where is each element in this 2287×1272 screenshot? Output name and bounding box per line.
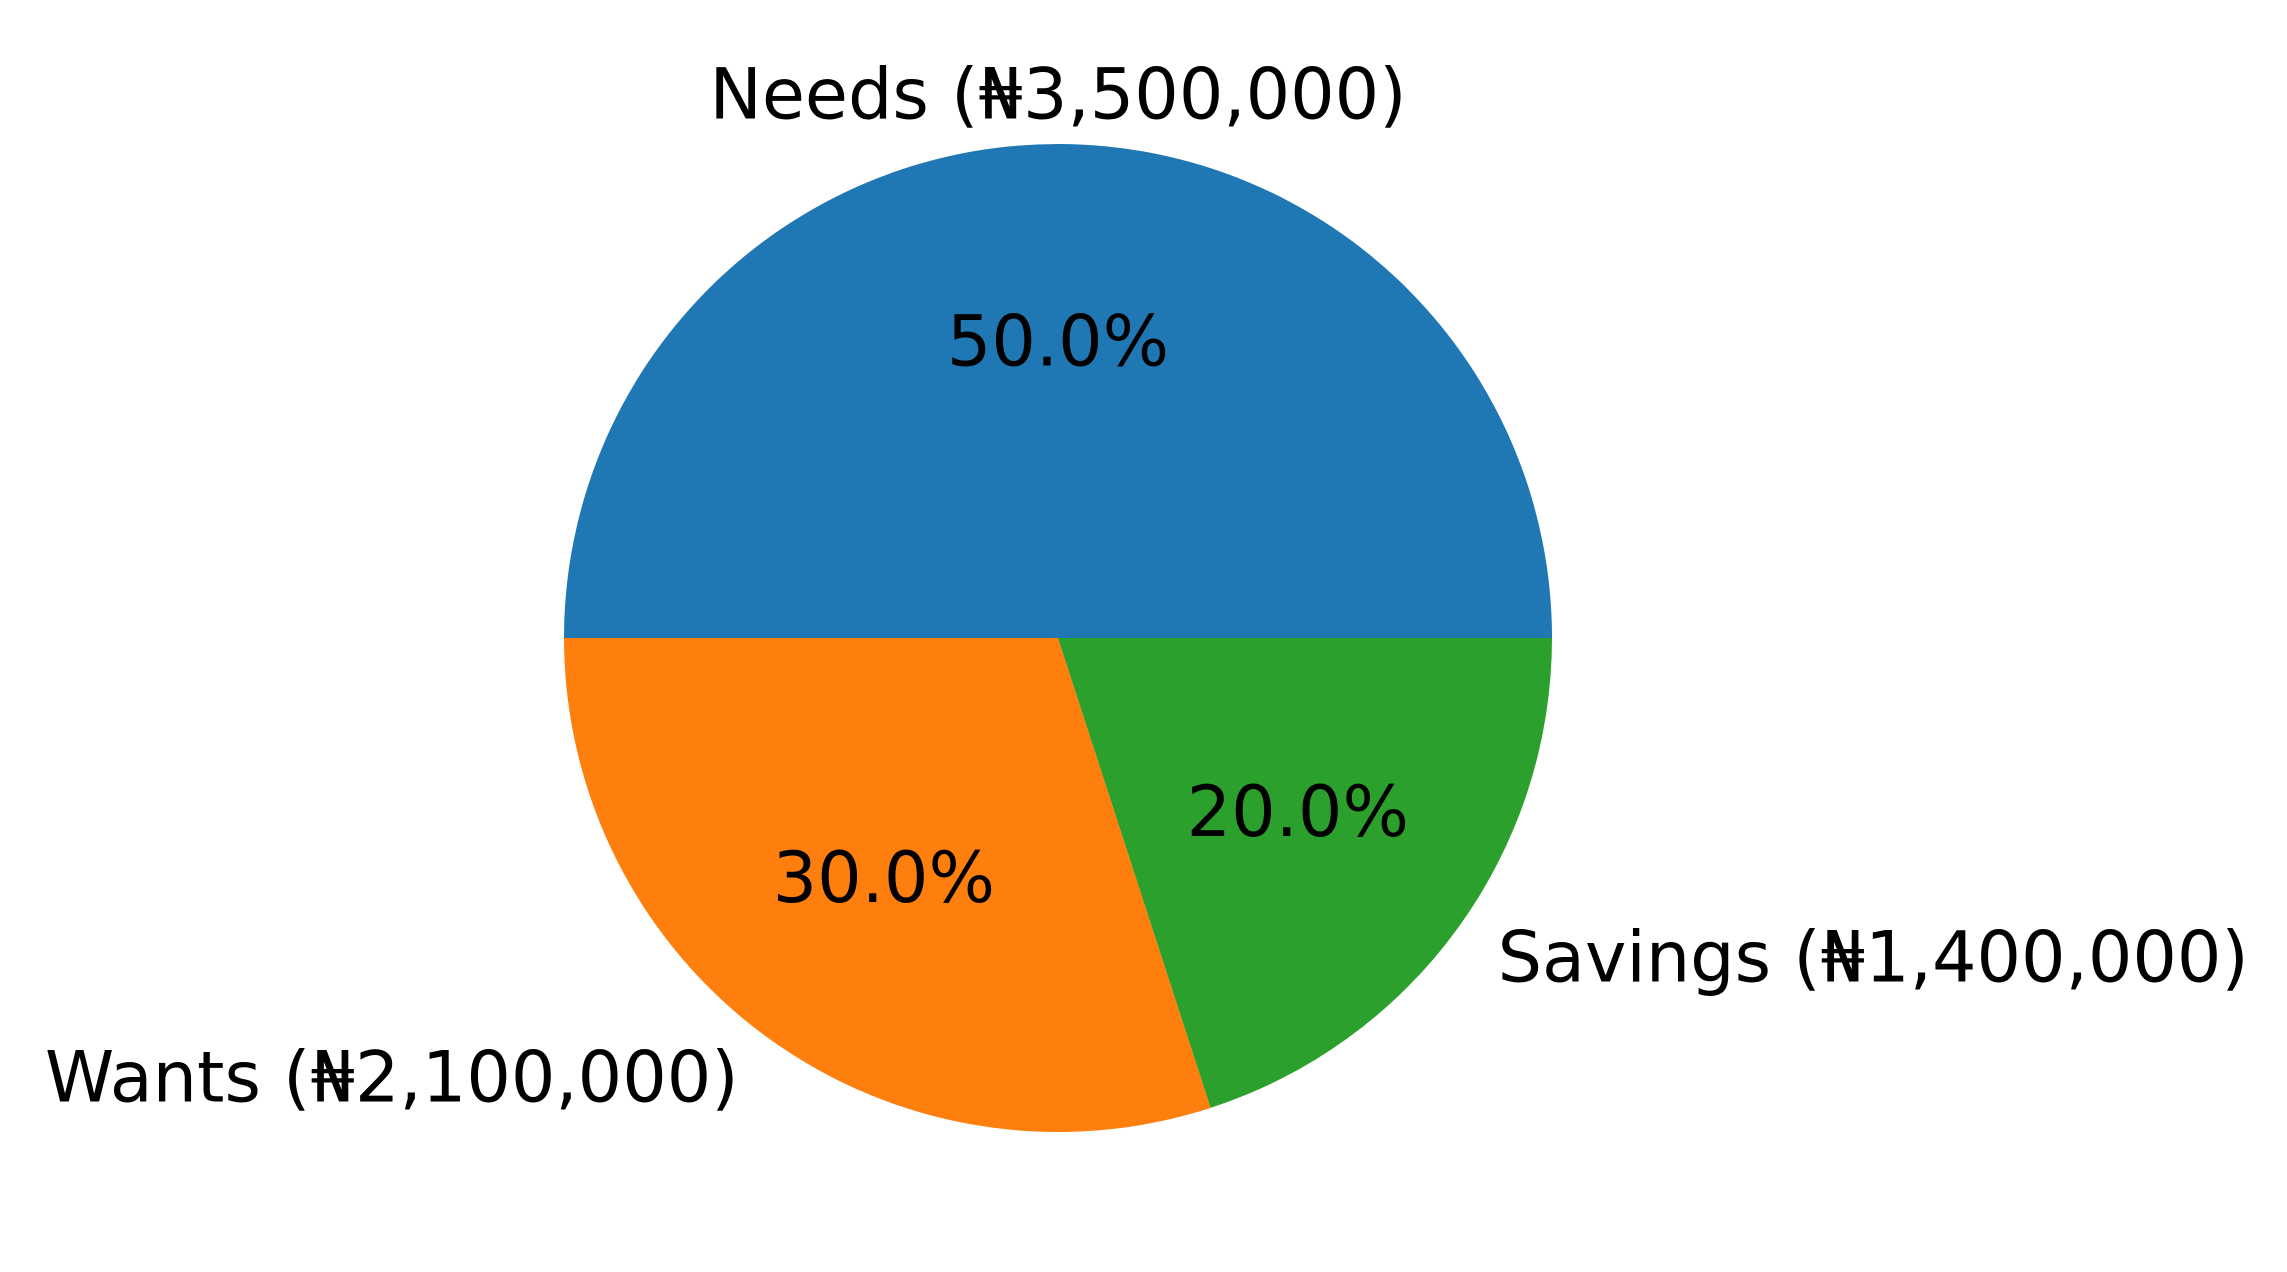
pie-percent-label-needs: 50.0% xyxy=(947,301,1169,383)
pie-slice-wants xyxy=(564,638,1211,1132)
pie-category-label-wants: Wants (₦2,100,000) xyxy=(45,1037,739,1119)
pie-percent-label-savings: 20.0% xyxy=(1187,771,1409,853)
pie-slice-needs xyxy=(564,144,1552,638)
pie-category-label-savings: Savings (₦1,400,000) xyxy=(1498,916,2249,998)
pie-labels: 50.0% Needs (₦3,500,000) 30.0% Wants (₦2,10… xyxy=(45,54,2249,1119)
pie-slice-savings xyxy=(1058,638,1552,1108)
pie-slices xyxy=(564,144,1552,1132)
pie-category-label-needs: Needs (₦3,500,000) xyxy=(709,54,1406,136)
pie-percent-label-wants: 30.0% xyxy=(773,837,995,919)
